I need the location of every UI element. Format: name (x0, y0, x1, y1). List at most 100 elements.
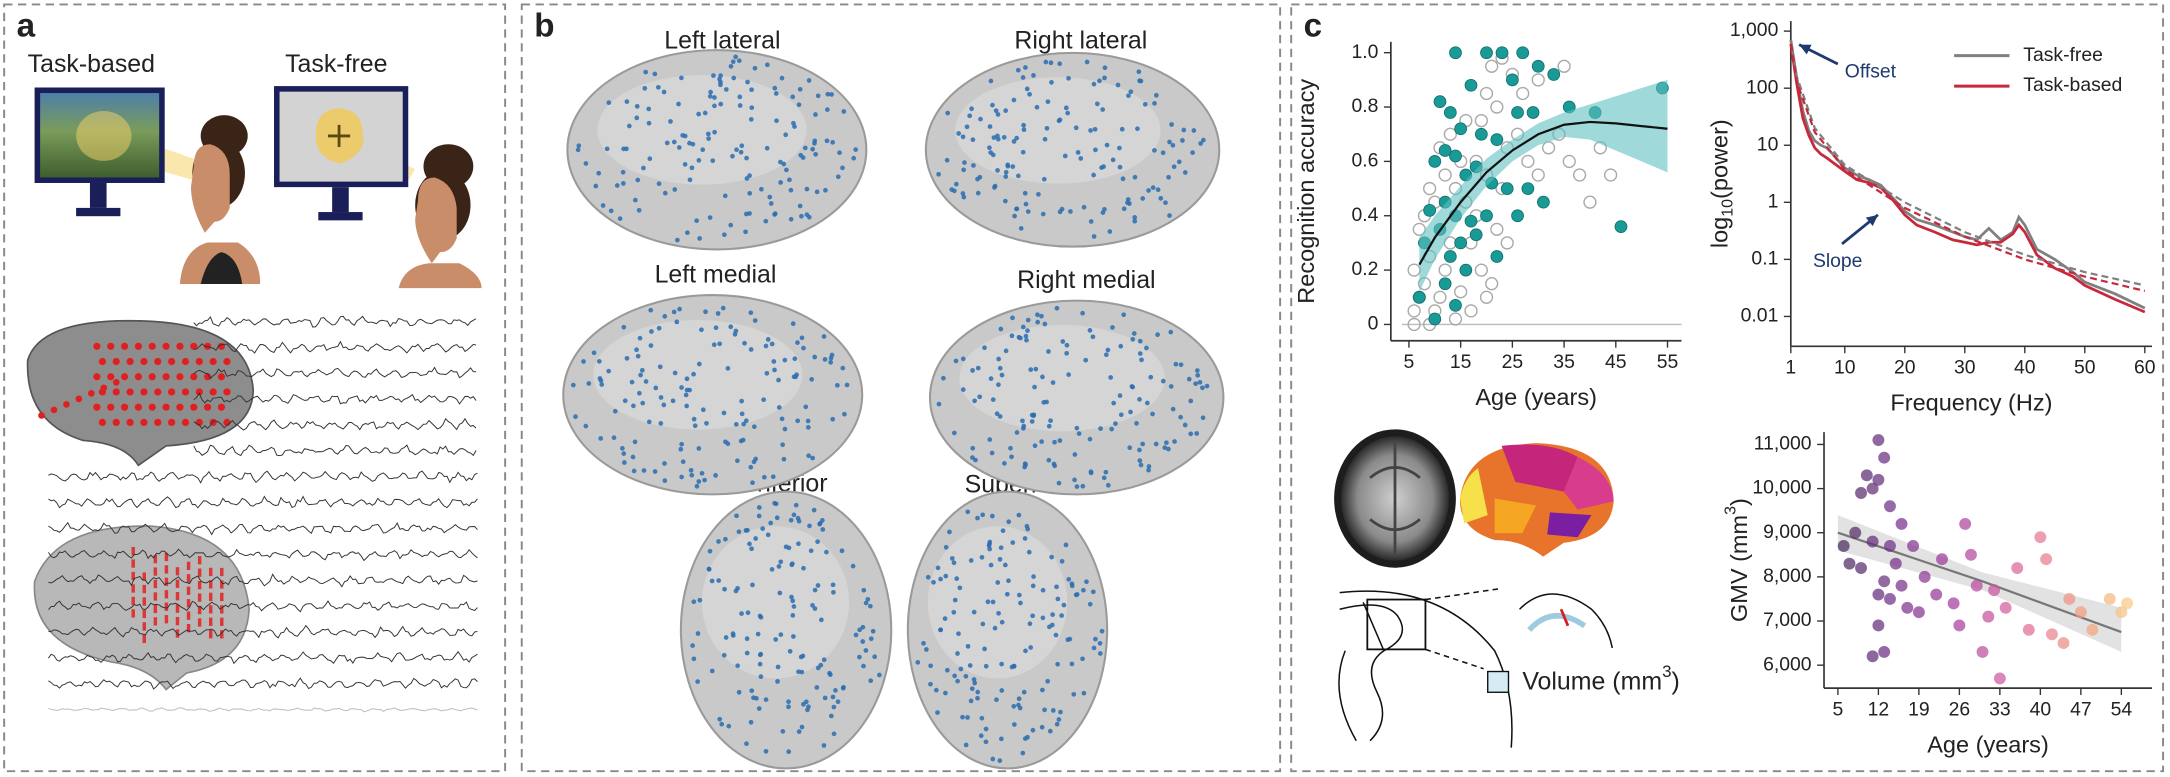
contact (988, 562, 994, 568)
contact (782, 357, 788, 363)
contact (1121, 312, 1127, 318)
contact (915, 660, 921, 665)
contact (1200, 415, 1206, 421)
contact (1044, 125, 1050, 131)
contact (800, 155, 806, 160)
contact (1090, 589, 1096, 595)
contact (680, 133, 686, 138)
contact (956, 631, 961, 637)
contact (1094, 101, 1100, 107)
contact (971, 609, 977, 615)
contact (945, 110, 951, 116)
contact (955, 651, 960, 656)
contact (1155, 187, 1161, 193)
contact (1031, 412, 1037, 418)
contact (810, 146, 816, 152)
label-part: 3 (1723, 506, 1740, 515)
contact (1040, 615, 1046, 621)
electrode (190, 373, 198, 381)
y-tick-label: 0.1 (1751, 247, 1778, 269)
contact (1170, 142, 1176, 148)
contact (995, 580, 1001, 585)
contact (1042, 321, 1048, 327)
contact (1078, 156, 1084, 161)
contact (694, 218, 699, 224)
contact (1043, 59, 1049, 65)
contact (999, 372, 1005, 378)
contact (738, 149, 744, 155)
contact (830, 140, 836, 145)
contact (733, 421, 739, 427)
data-point (2011, 562, 2024, 575)
contact (1197, 379, 1203, 385)
contact (709, 578, 715, 584)
contact (806, 214, 812, 220)
spectrum-line (1789, 39, 2146, 310)
contact (963, 673, 969, 679)
contact (634, 103, 640, 109)
contact (1050, 708, 1056, 713)
contact (691, 371, 696, 377)
electrode (181, 357, 190, 366)
contact (739, 411, 745, 417)
contact (1066, 372, 1071, 377)
contact (753, 456, 759, 462)
contact (1040, 211, 1046, 217)
electrode (175, 592, 180, 601)
contact (851, 155, 857, 161)
contact (1054, 721, 1060, 727)
contact (1111, 400, 1117, 406)
contact (953, 181, 959, 187)
contact (813, 112, 818, 117)
eeg-trace (193, 366, 477, 380)
cortex-sketch (1338, 587, 1614, 748)
contact (743, 229, 748, 235)
contact (806, 453, 812, 459)
contact (712, 95, 717, 100)
contact (593, 183, 599, 189)
contact (962, 160, 967, 165)
contact (1137, 351, 1143, 356)
y-tick-label: 0.2 (1351, 258, 1378, 280)
contact (1115, 82, 1121, 88)
contact (621, 324, 627, 330)
contact (748, 347, 754, 352)
contact (1024, 86, 1030, 92)
label-part: ) (1726, 498, 1752, 506)
spectrum-line (1789, 43, 2146, 314)
contact (952, 597, 958, 603)
contact (661, 402, 667, 408)
panel-letter: c (1304, 8, 1322, 45)
electrode (142, 572, 147, 581)
contact (823, 187, 828, 193)
contact (622, 398, 628, 404)
contact (935, 710, 940, 715)
contact (760, 526, 766, 531)
contact (1071, 691, 1077, 697)
contact (691, 599, 697, 605)
contact (1195, 372, 1201, 378)
contact (632, 197, 638, 203)
contact (812, 587, 818, 593)
data-point (1872, 619, 1885, 632)
contact (638, 372, 643, 378)
contact (749, 546, 754, 552)
contact (676, 145, 682, 150)
data-point (1516, 46, 1530, 60)
contact (653, 385, 659, 391)
y-tick-label: 8,000 (1763, 565, 1812, 587)
contact (1020, 75, 1026, 80)
data-point (1485, 277, 1499, 291)
contact (1009, 454, 1014, 460)
x-axis-label: Age (years) (1475, 384, 1597, 410)
contact (1132, 218, 1138, 224)
electrode (208, 592, 213, 601)
electrode (220, 617, 224, 626)
electrode (88, 390, 95, 397)
contact (662, 190, 668, 196)
eeg-trace (48, 495, 478, 509)
electrode (153, 592, 158, 601)
fit-line (1789, 43, 2146, 293)
contact (728, 324, 734, 330)
contact (662, 461, 667, 466)
